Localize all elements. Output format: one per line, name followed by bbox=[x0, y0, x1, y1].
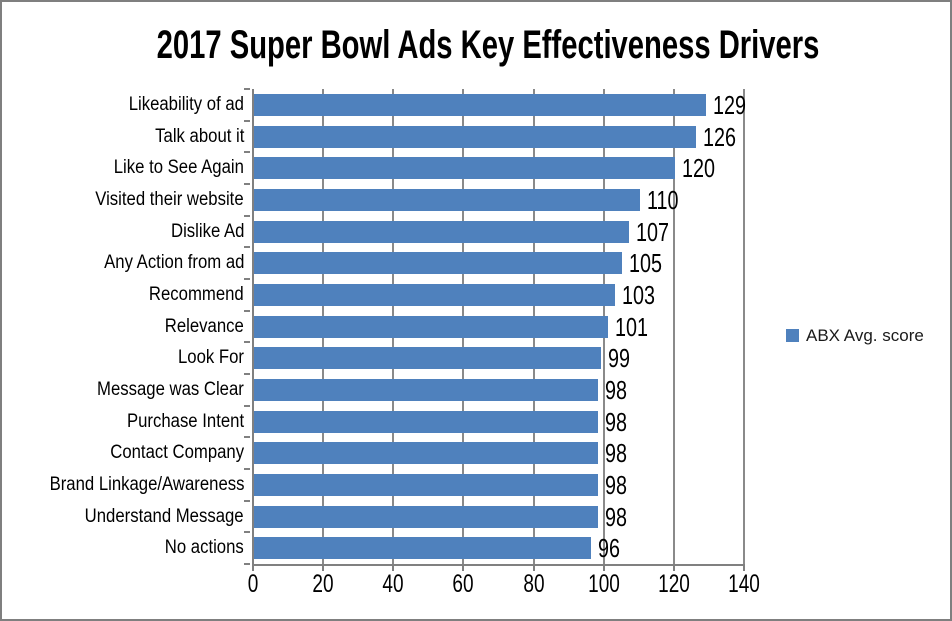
category-label: Like to See Again bbox=[113, 157, 244, 178]
category-label: Recommend bbox=[149, 284, 244, 305]
value-label: 107 bbox=[636, 217, 669, 247]
value-label: 105 bbox=[629, 248, 662, 278]
bar bbox=[254, 537, 591, 559]
value-label: 98 bbox=[605, 502, 627, 532]
bar bbox=[254, 94, 706, 116]
value-label: 99 bbox=[608, 343, 630, 373]
value-label: 110 bbox=[647, 185, 679, 215]
x-axis-tick bbox=[533, 566, 535, 571]
category-label: Message was Clear bbox=[97, 379, 244, 400]
value-label: 120 bbox=[682, 153, 715, 183]
bar bbox=[254, 126, 696, 148]
bar bbox=[254, 506, 598, 528]
x-axis-tick-label: 100 bbox=[588, 570, 620, 598]
gridline bbox=[673, 89, 675, 564]
chart-title: 2017 Super Bowl Ads Key Effectiveness Dr… bbox=[156, 23, 820, 67]
x-axis-tick-label: 20 bbox=[312, 570, 334, 598]
plot-area: 0 20 40 60 80 100 120 140 129 Likeability of ad 12… bbox=[49, 88, 760, 597]
legend: ABX Avg. score bbox=[786, 327, 924, 344]
value-label: 98 bbox=[605, 470, 627, 500]
category-label: Look For bbox=[178, 347, 244, 368]
legend-label: ABX Avg. score bbox=[806, 326, 924, 345]
x-axis-tick bbox=[462, 566, 464, 571]
category-label: Talk about it bbox=[154, 126, 244, 147]
category-label: Dislike Ad bbox=[170, 221, 244, 242]
category-label: Brand Linkage/Awareness bbox=[49, 474, 244, 495]
y-axis-tick bbox=[244, 183, 250, 185]
value-label: 103 bbox=[622, 280, 655, 310]
legend-marker-icon bbox=[786, 329, 799, 342]
category-label: Any Action from ad bbox=[103, 252, 244, 273]
x-axis-tick bbox=[673, 566, 675, 571]
x-axis-tick-label: 120 bbox=[658, 570, 690, 598]
y-axis-tick bbox=[244, 246, 250, 248]
y-axis-tick bbox=[244, 120, 250, 122]
x-axis-tick bbox=[322, 566, 324, 571]
y-axis-tick bbox=[244, 373, 250, 375]
bar bbox=[254, 474, 598, 496]
bar bbox=[254, 442, 598, 464]
x-axis-tick-label: 80 bbox=[523, 570, 545, 598]
category-label: Visited their website bbox=[95, 189, 244, 210]
x-axis-tick-label: 60 bbox=[452, 570, 474, 598]
bar bbox=[254, 347, 601, 369]
category-label: No actions bbox=[164, 537, 244, 558]
bar bbox=[254, 252, 622, 274]
x-axis-tick bbox=[252, 566, 254, 571]
y-axis-tick bbox=[244, 563, 250, 565]
bar bbox=[254, 316, 608, 338]
gridline bbox=[743, 89, 745, 564]
bar bbox=[254, 157, 675, 179]
value-label: 98 bbox=[605, 438, 627, 468]
y-axis-tick bbox=[244, 310, 250, 312]
value-label: 129 bbox=[713, 90, 746, 120]
x-axis-tick-label: 140 bbox=[728, 570, 760, 598]
y-axis-tick bbox=[244, 436, 250, 438]
x-axis-tick-label: 40 bbox=[382, 570, 404, 598]
bar bbox=[254, 284, 615, 306]
bar bbox=[254, 411, 598, 433]
category-label: Understand Message bbox=[85, 506, 244, 527]
y-axis-tick bbox=[244, 215, 250, 217]
y-axis-tick bbox=[244, 341, 250, 343]
y-axis-tick bbox=[244, 468, 250, 470]
value-label: 98 bbox=[605, 375, 627, 405]
x-axis-tick-label: 0 bbox=[247, 570, 259, 598]
value-label: 126 bbox=[703, 122, 736, 152]
category-label: Relevance bbox=[164, 316, 244, 337]
category-label: Contact Company bbox=[110, 442, 244, 463]
value-label: 96 bbox=[598, 533, 620, 563]
y-axis-tick bbox=[244, 278, 250, 280]
value-label: 98 bbox=[605, 407, 627, 437]
category-label: Likeability of ad bbox=[128, 94, 244, 115]
x-axis-tick bbox=[603, 566, 605, 571]
category-label: Purchase Intent bbox=[126, 411, 244, 432]
y-axis-tick bbox=[244, 405, 250, 407]
value-label: 101 bbox=[615, 312, 648, 342]
y-axis-tick bbox=[244, 151, 250, 153]
y-axis-tick bbox=[244, 88, 250, 90]
bar bbox=[254, 221, 629, 243]
bar bbox=[254, 189, 640, 211]
y-axis-tick bbox=[244, 531, 250, 533]
y-axis-tick bbox=[244, 500, 250, 502]
bar bbox=[254, 379, 598, 401]
x-axis-tick bbox=[743, 566, 745, 571]
x-axis-tick bbox=[392, 566, 394, 571]
